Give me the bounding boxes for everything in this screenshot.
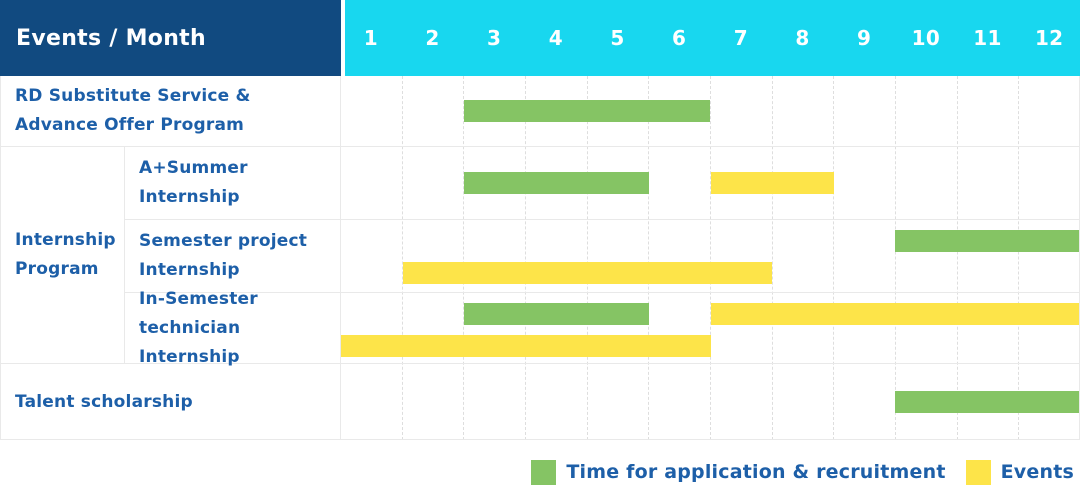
row-label-line: In-Semester xyxy=(139,288,258,309)
row-label-semester-project-internship: Semester project Internship xyxy=(125,220,340,292)
row-label-a-plus-summer-internship: A+Summer Internship xyxy=(125,147,340,219)
group-label-line: Internship xyxy=(15,230,116,250)
month-label-8: 8 xyxy=(795,26,810,50)
group-cell-internship-program: Internship Program xyxy=(0,147,125,364)
month-label-7: 7 xyxy=(733,26,748,50)
recruitment-bar xyxy=(464,303,649,325)
corner-header-label: Events / Month xyxy=(16,25,206,51)
row-label-in-semester-technician-internship: In-Semester technician Internship xyxy=(125,289,340,367)
table-row-talent-scholarship: Talent scholarship xyxy=(0,364,1080,440)
row-timeline-semester-project-internship xyxy=(340,220,1080,292)
table-row-semester-project-internship: Semester project Internship xyxy=(0,220,1080,293)
row-label-line: Advance Offer Program xyxy=(15,115,245,135)
month-label-10: 10 xyxy=(911,26,941,50)
recruitment-bar xyxy=(464,100,711,122)
row-timeline-talent-scholarship xyxy=(340,364,1080,440)
legend-swatch-event xyxy=(965,459,991,485)
row-label-line: RD Substitute Service & xyxy=(15,86,251,106)
month-label-12: 12 xyxy=(1034,26,1064,50)
month-label-2: 2 xyxy=(425,26,440,50)
row-label-line: technician Internship xyxy=(139,317,241,367)
event-bar xyxy=(710,172,834,194)
legend-swatch-recruitment xyxy=(531,459,557,485)
corner-header: Events / Month xyxy=(0,0,341,76)
legend-label-event: Events xyxy=(1000,461,1074,483)
recruitment-bar xyxy=(464,172,649,194)
row-label-rd-substitute-service: RD Substitute Service & Advance Offer Pro… xyxy=(0,76,340,146)
table-row-a-plus-summer-internship: A+Summer Internship xyxy=(0,147,1080,220)
month-label-6: 6 xyxy=(672,26,687,50)
row-timeline-rd-substitute-service xyxy=(340,76,1080,146)
month-label-5: 5 xyxy=(610,26,625,50)
month-label-9: 9 xyxy=(857,26,872,50)
event-bar xyxy=(341,335,711,357)
month-label-11: 11 xyxy=(973,26,1002,50)
event-bar xyxy=(402,262,773,284)
event-bar xyxy=(710,303,1080,325)
month-header: 1 2 3 4 5 6 7 8 9 10 11 12 xyxy=(340,0,1080,76)
row-timeline-a-plus-summer-internship xyxy=(340,147,1080,219)
row-label-line: Internship xyxy=(139,260,240,280)
row-label-line: Talent scholarship xyxy=(15,391,193,412)
legend: Time for application & recruitment Events xyxy=(531,455,1074,489)
table-row-rd-substitute-service: RD Substitute Service & Advance Offer Pro… xyxy=(0,76,1080,147)
month-label-1: 1 xyxy=(363,26,378,50)
month-label-4: 4 xyxy=(548,26,563,50)
table-row-in-semester-technician-internship: In-Semester technician Internship xyxy=(0,289,1080,367)
row-label-line: Internship xyxy=(139,187,240,207)
recruitment-bar xyxy=(895,391,1080,413)
legend-item-recruitment: Time for application & recruitment xyxy=(531,459,946,485)
legend-label-recruitment: Time for application & recruitment xyxy=(566,461,946,483)
month-header-background xyxy=(345,0,1080,76)
month-label-3: 3 xyxy=(487,26,502,50)
legend-item-event: Events xyxy=(965,459,1074,485)
row-timeline-in-semester-technician-internship xyxy=(340,293,1080,363)
row-label-talent-scholarship: Talent scholarship xyxy=(0,364,340,440)
table-body: RD Substitute Service & Advance Offer Pro… xyxy=(0,76,1080,440)
row-label-line: Semester project xyxy=(139,231,308,251)
group-label-line: Program xyxy=(15,259,99,279)
recruitment-bar xyxy=(895,230,1080,252)
row-label-line: A+Summer xyxy=(139,158,248,178)
